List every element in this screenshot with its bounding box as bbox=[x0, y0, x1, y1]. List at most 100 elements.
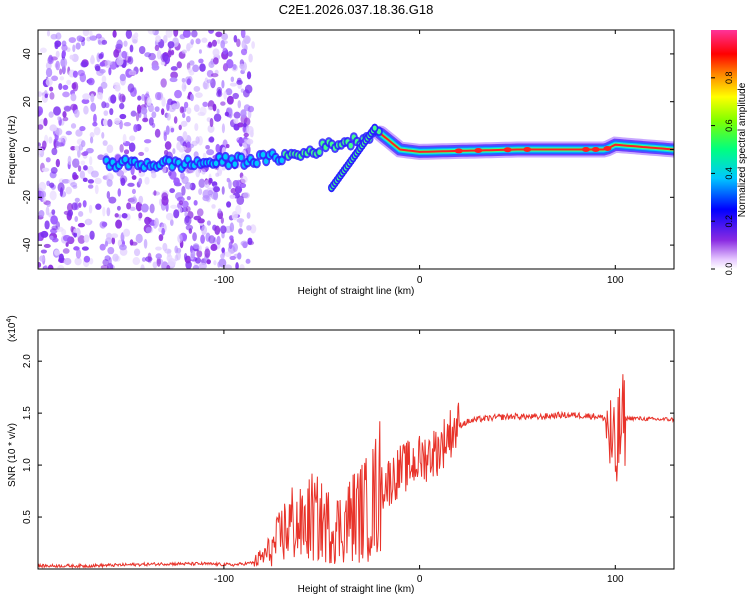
hot-spot bbox=[581, 147, 590, 152]
noise-blob bbox=[161, 97, 166, 107]
noise-blob bbox=[155, 253, 162, 260]
ridge-blob-core bbox=[260, 151, 266, 158]
noise-blob bbox=[184, 211, 188, 217]
noise-blob bbox=[197, 218, 205, 224]
noise-blob bbox=[70, 123, 77, 129]
noise-blob bbox=[128, 142, 136, 152]
noise-blob bbox=[72, 70, 78, 78]
noise-blob bbox=[218, 258, 227, 268]
noise-blob bbox=[49, 182, 55, 188]
noise-blob bbox=[236, 38, 241, 48]
noise-blob bbox=[220, 217, 224, 224]
noise-blob bbox=[61, 50, 67, 58]
noise-blob bbox=[229, 235, 234, 241]
noise-blob bbox=[102, 140, 108, 146]
noise-blob bbox=[224, 111, 230, 117]
snr-y-tick-label: 1.5 bbox=[22, 406, 33, 420]
noise-blob bbox=[82, 30, 90, 37]
noise-blob bbox=[83, 165, 88, 171]
noise-blob bbox=[51, 237, 59, 243]
noise-blob bbox=[106, 191, 111, 199]
noise-blob bbox=[108, 196, 117, 204]
noise-blob bbox=[213, 190, 219, 201]
noise-blob bbox=[94, 177, 102, 185]
noise-blob bbox=[58, 253, 65, 263]
noise-blob bbox=[50, 167, 58, 174]
noise-blob bbox=[48, 136, 53, 144]
noise-blob bbox=[138, 195, 144, 204]
noise-blob bbox=[119, 175, 128, 184]
noise-blob bbox=[163, 131, 167, 142]
noise-blob bbox=[143, 238, 148, 249]
noise-blob bbox=[236, 179, 242, 188]
noise-blob bbox=[198, 178, 206, 188]
noise-blob bbox=[65, 242, 69, 247]
noise-blob bbox=[186, 107, 192, 115]
noise-blob bbox=[237, 122, 244, 128]
ridge-blob-core bbox=[317, 149, 322, 155]
noise-blob bbox=[119, 143, 124, 153]
noise-blob bbox=[61, 44, 68, 52]
noise-blob bbox=[148, 52, 156, 61]
spectrogram-ticks: -100 0 100 -40 -20 0 20 40 bbox=[22, 30, 674, 286]
noise-blob bbox=[247, 237, 253, 245]
noise-blob bbox=[148, 104, 155, 113]
noise-blob bbox=[114, 117, 121, 125]
ridge-blob-core bbox=[123, 156, 128, 163]
noise-blob bbox=[73, 231, 77, 238]
noise-blob bbox=[209, 117, 214, 128]
noise-blob bbox=[101, 101, 107, 109]
noise-blob bbox=[45, 67, 53, 78]
colorbar-tick-label: 0.0 bbox=[724, 263, 734, 276]
noise-blob bbox=[69, 54, 75, 60]
noise-blob bbox=[77, 222, 85, 228]
noise-blob bbox=[38, 210, 45, 218]
noise-blob bbox=[148, 117, 154, 126]
noise-blob bbox=[248, 53, 253, 63]
noise-blob bbox=[206, 187, 215, 195]
noise-blob bbox=[193, 85, 201, 92]
spectrogram-y-tick-label: 0 bbox=[22, 146, 33, 152]
noise-blob bbox=[89, 136, 94, 144]
noise-blob bbox=[230, 76, 235, 83]
noise-blob bbox=[67, 209, 74, 217]
noise-blob bbox=[181, 185, 186, 196]
colorbar: 0.0 0.2 0.4 0.6 0.8 Normalized spectral ampl… bbox=[711, 30, 748, 275]
noise-blob bbox=[123, 122, 132, 127]
noise-blob bbox=[167, 41, 175, 49]
noise-blob bbox=[167, 257, 176, 267]
noise-blob bbox=[195, 168, 201, 178]
noise-blob bbox=[143, 139, 152, 144]
noise-blob bbox=[65, 130, 72, 136]
noise-blob bbox=[62, 248, 70, 254]
noise-blob bbox=[193, 104, 200, 112]
noise-blob bbox=[62, 111, 67, 118]
noise-blob bbox=[227, 50, 233, 57]
noise-blob bbox=[194, 123, 199, 131]
noise-blob bbox=[131, 188, 136, 195]
noise-blob bbox=[100, 264, 109, 269]
noise-blob bbox=[97, 39, 102, 45]
snr-multiplier: (x104) bbox=[6, 315, 18, 342]
noise-blob bbox=[99, 61, 106, 67]
noise-blob bbox=[79, 126, 86, 132]
noise-blob bbox=[221, 123, 225, 134]
noise-blob bbox=[147, 30, 156, 35]
noise-blob bbox=[246, 138, 254, 145]
noise-blob bbox=[145, 226, 152, 234]
noise-blob bbox=[133, 124, 139, 133]
noise-blob bbox=[119, 102, 125, 110]
noise-blob bbox=[164, 141, 172, 150]
noise-blob bbox=[230, 187, 237, 194]
noise-blob bbox=[224, 251, 232, 258]
noise-blob bbox=[176, 141, 181, 151]
noise-blob bbox=[158, 234, 164, 242]
noise-blob bbox=[249, 130, 254, 138]
noise-blob bbox=[62, 84, 69, 90]
noise-blob bbox=[95, 203, 102, 210]
noise-blob bbox=[221, 166, 226, 171]
noise-blob bbox=[240, 109, 247, 118]
noise-blob bbox=[40, 249, 47, 254]
noise-blob bbox=[212, 103, 217, 112]
noise-blob bbox=[183, 253, 188, 261]
